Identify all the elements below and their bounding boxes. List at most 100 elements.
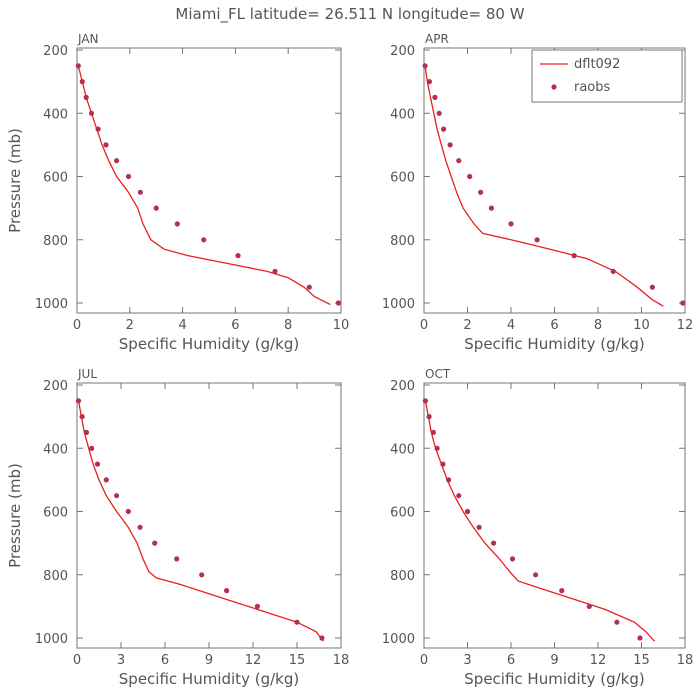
data-point-raobs: [272, 268, 278, 274]
y-tick-label: 400: [43, 442, 68, 457]
data-point-raobs: [534, 237, 540, 243]
data-point-raobs: [224, 588, 230, 594]
y-tick-label: 800: [390, 234, 415, 249]
y-tick-label: 1000: [382, 632, 415, 647]
x-tick-label: 3: [463, 653, 471, 668]
y-tick-label: 800: [43, 234, 68, 249]
x-tick-label: 4: [178, 318, 186, 333]
data-point-raobs: [75, 398, 82, 404]
data-point-raobs: [335, 300, 341, 306]
legend-point-swatch: [551, 84, 557, 90]
panel-label-jul: JUL: [77, 367, 97, 381]
data-point-raobs: [559, 588, 565, 594]
x-tick-label: 0: [73, 653, 81, 668]
y-tick-label: 400: [390, 107, 415, 122]
series-line-dflt092: [77, 400, 324, 642]
data-point-raobs: [75, 63, 81, 69]
x-tick-label: 18: [677, 653, 694, 668]
data-point-raobs: [491, 540, 497, 546]
y-tick-label: 800: [390, 569, 415, 584]
x-tick-label: 6: [231, 318, 239, 333]
data-point-raobs: [426, 414, 432, 420]
data-point-raobs: [447, 142, 453, 148]
data-point-raobs: [571, 253, 577, 259]
x-tick-label: 9: [205, 653, 213, 668]
x-tick-label: 3: [117, 653, 125, 668]
x-tick-label: 0: [73, 318, 81, 333]
x-tick-label: 10: [333, 318, 350, 333]
legend-label-obs: raobs: [574, 80, 611, 95]
data-point-raobs: [88, 110, 95, 116]
figure-title: Miami_FL latitude= 26.511 N longitude= 8…: [175, 5, 524, 24]
data-point-raobs: [89, 445, 95, 451]
y-tick-label: 1000: [35, 297, 68, 312]
data-point-raobs: [456, 493, 462, 499]
y-tick-label: 1000: [382, 297, 415, 312]
series-line-dflt092: [77, 65, 331, 306]
x-tick-label: 2: [126, 318, 134, 333]
x-axis-label: Specific Humidity (g/kg): [119, 670, 299, 688]
data-point-raobs: [436, 110, 442, 116]
panel-label-jan: JAN: [77, 32, 99, 46]
data-point-raobs: [83, 94, 89, 100]
plot-frame-oct: [423, 382, 686, 649]
y-tick-label: 400: [390, 442, 415, 457]
data-point-raobs: [95, 126, 101, 132]
plot-frame-jul: [76, 382, 342, 649]
y-tick-label: 600: [390, 171, 415, 186]
data-point-raobs: [79, 79, 85, 85]
data-point-raobs: [434, 445, 440, 451]
data-point-raobs: [306, 284, 312, 290]
data-point-raobs: [319, 635, 325, 641]
data-point-raobs: [488, 205, 494, 211]
data-point-raobs: [153, 205, 159, 211]
data-point-raobs: [152, 540, 158, 546]
data-point-raobs: [426, 79, 432, 85]
x-tick-label: 12: [677, 318, 694, 333]
data-point-raobs: [103, 142, 109, 148]
x-tick-label: 0: [420, 653, 428, 668]
y-tick-label: 400: [43, 107, 68, 122]
data-point-raobs: [235, 253, 241, 259]
panel-label-oct: OCT: [425, 367, 451, 381]
data-point-raobs: [294, 619, 300, 625]
x-axis-label: Specific Humidity (g/kg): [464, 670, 644, 688]
x-tick-label: 6: [550, 318, 558, 333]
data-point-raobs: [467, 173, 473, 180]
x-tick-label: 12: [590, 653, 607, 668]
y-tick-label: 600: [43, 171, 68, 186]
x-tick-label: 10: [633, 318, 650, 333]
data-point-raobs: [508, 221, 514, 227]
data-point-raobs: [137, 189, 143, 195]
y-tick-label: 200: [390, 379, 415, 394]
y-tick-label: 800: [43, 569, 68, 584]
y-tick-label: 200: [43, 379, 68, 394]
data-point-raobs: [199, 572, 205, 578]
panel-label-apr: APR: [425, 32, 449, 46]
y-axis-label: Pressure (mb): [6, 128, 24, 233]
x-axis-label: Specific Humidity (g/kg): [464, 335, 644, 353]
data-point-raobs: [125, 508, 131, 515]
data-point-raobs: [456, 158, 462, 164]
x-tick-label: 4: [507, 318, 515, 333]
data-point-raobs: [422, 398, 428, 404]
data-point-raobs: [586, 603, 592, 610]
data-point-raobs: [680, 300, 686, 306]
y-tick-label: 600: [390, 506, 415, 521]
data-point-raobs: [476, 524, 482, 530]
data-point-raobs: [441, 126, 447, 132]
data-point-raobs: [440, 461, 446, 467]
y-axis-label: Pressure (mb): [6, 463, 24, 568]
x-tick-label: 12: [245, 653, 262, 668]
x-tick-label: 15: [289, 653, 306, 668]
data-point-raobs: [464, 508, 471, 515]
data-point-raobs: [125, 173, 132, 180]
data-point-raobs: [174, 556, 180, 562]
data-point-raobs: [478, 189, 484, 195]
series-line-dflt092: [424, 400, 655, 642]
x-tick-label: 8: [284, 318, 292, 333]
data-point-raobs: [114, 493, 120, 499]
data-point-raobs: [432, 94, 438, 100]
x-axis-label: Specific Humidity (g/kg): [119, 335, 299, 353]
